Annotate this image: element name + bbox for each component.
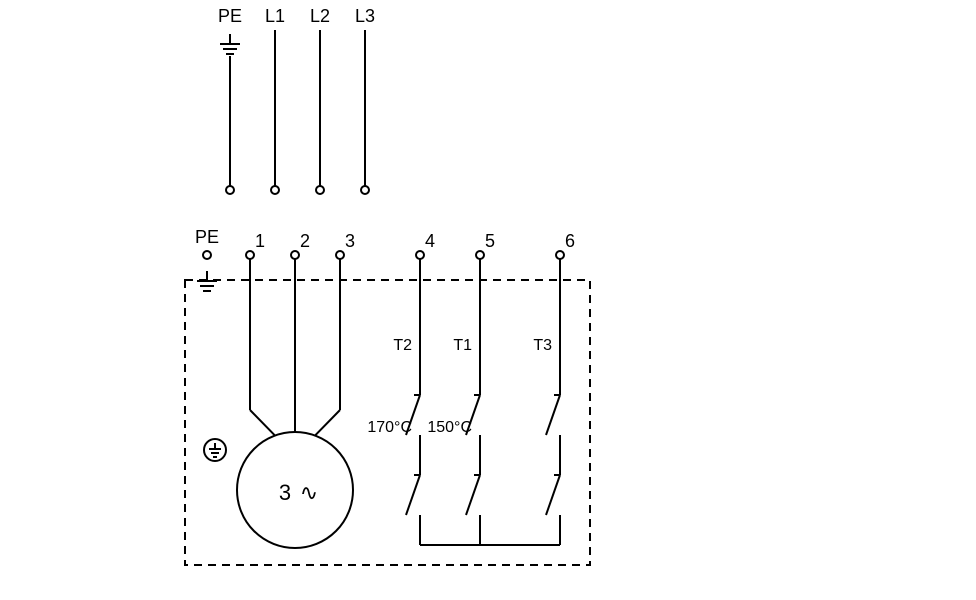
svg-text:L2: L2 bbox=[310, 6, 330, 26]
svg-text:6: 6 bbox=[565, 231, 575, 251]
svg-text:1: 1 bbox=[255, 231, 265, 251]
svg-text:150°C: 150°C bbox=[427, 419, 472, 436]
svg-text:4: 4 bbox=[425, 231, 435, 251]
svg-text:5: 5 bbox=[485, 231, 495, 251]
svg-text:L1: L1 bbox=[265, 6, 285, 26]
svg-text:PE: PE bbox=[195, 227, 219, 247]
svg-text:2: 2 bbox=[300, 231, 310, 251]
svg-text:3: 3 bbox=[279, 480, 291, 505]
svg-text:∿: ∿ bbox=[300, 480, 318, 505]
svg-text:PE: PE bbox=[218, 6, 242, 26]
svg-text:T3: T3 bbox=[533, 337, 552, 354]
svg-text:170°C: 170°C bbox=[367, 419, 412, 436]
svg-text:T1: T1 bbox=[453, 337, 472, 354]
svg-text:T2: T2 bbox=[393, 337, 412, 354]
svg-text:3: 3 bbox=[345, 231, 355, 251]
svg-text:L3: L3 bbox=[355, 6, 375, 26]
